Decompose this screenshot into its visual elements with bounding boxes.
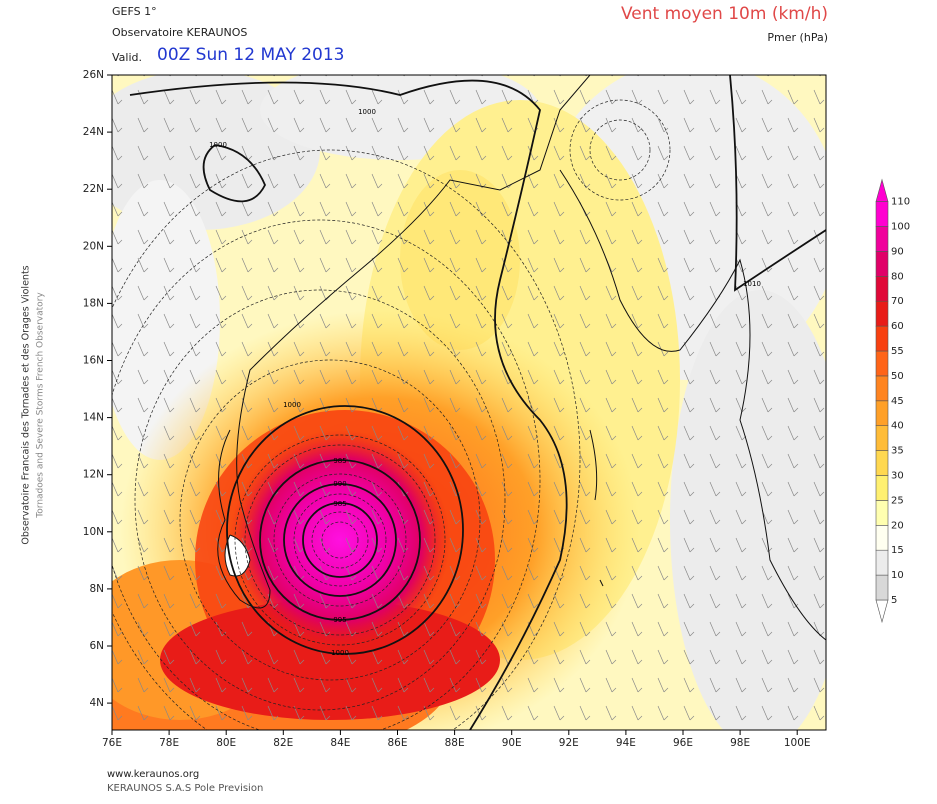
lon-label: 88E <box>445 737 465 749</box>
lon-label: 94E <box>616 737 636 749</box>
model: GEFS 1° <box>112 5 157 18</box>
colorbar-label: 110 <box>891 197 910 208</box>
colorbar-bin <box>875 375 889 402</box>
contour-label: 985 <box>333 500 346 508</box>
source: Observatoire KERAUNOS <box>112 26 247 39</box>
lon-label: 80E <box>216 737 236 749</box>
lat-label: 12N <box>83 469 104 481</box>
side-text: Observatoire Francais des Tornades et de… <box>21 265 32 544</box>
contour-label: 995 <box>333 616 346 624</box>
contour-label: 1000 <box>283 401 301 409</box>
colorbar-label: 30 <box>891 471 904 482</box>
lat-label: 26N <box>83 69 104 81</box>
field-title: Vent moyen 10m (km/h) <box>621 4 828 24</box>
contour-label: 1010 <box>743 280 761 288</box>
colorbar-bin <box>875 275 889 302</box>
lon-label: 82E <box>273 737 293 749</box>
colorbar-label: 45 <box>891 396 904 407</box>
lon-label: 78E <box>159 737 179 749</box>
colorbar-bin <box>875 325 889 352</box>
contour-label: 990 <box>333 480 346 488</box>
colorbar-bin <box>875 425 889 451</box>
map <box>112 75 826 730</box>
side-text: Tornadoes and Severe Storms French Obser… <box>36 292 46 519</box>
colorbar-bin <box>875 524 889 551</box>
colorbar-bin <box>875 400 889 426</box>
colorbar-end <box>875 599 889 624</box>
colorbar-bin <box>875 500 889 526</box>
contour-label: 1000 <box>209 141 227 149</box>
lon-label: 100E <box>784 737 811 749</box>
map-frame <box>111 74 827 731</box>
lon-label: 76E <box>102 737 122 749</box>
lon-label: 96E <box>673 737 693 749</box>
colorbar-bin <box>875 475 889 501</box>
colorbar-label: 5 <box>891 595 897 606</box>
lat-label: 6N <box>89 640 104 652</box>
colorbar-end <box>875 178 889 202</box>
colorbar-label: 90 <box>891 246 904 257</box>
colorbar-bin <box>875 574 889 601</box>
colorbar-label: 35 <box>891 446 904 457</box>
lat-label: 18N <box>83 297 104 309</box>
colorbar-label: 55 <box>891 346 904 357</box>
colorbar-label: 20 <box>891 520 904 531</box>
contour-label: 1000 <box>358 108 376 116</box>
colorbar-label: 70 <box>891 296 904 307</box>
lon-label: 92E <box>559 737 579 749</box>
footer: KERAUNOS S.A.S Pole Prevision <box>107 783 263 794</box>
lon-label: 84E <box>330 737 350 749</box>
colorbar-bin <box>875 300 889 327</box>
colorbar-bin <box>875 450 889 476</box>
colorbar-label: 100 <box>891 222 910 233</box>
lon-label: 90E <box>502 737 522 749</box>
contour-title: Pmer (hPa) <box>767 31 828 44</box>
colorbar-label: 25 <box>891 495 904 506</box>
colorbar-bin <box>875 251 889 277</box>
colorbar-label: 50 <box>891 371 904 382</box>
lat-label: 16N <box>83 355 104 367</box>
colorbar-bin <box>875 549 889 576</box>
valid-time: 00Z Sun 12 MAY 2013 <box>157 45 345 65</box>
colorbar-label: 15 <box>891 545 904 556</box>
lat-label: 14N <box>83 412 104 424</box>
colorbar-bin <box>875 201 889 227</box>
footer: www.keraunos.org <box>107 769 199 780</box>
colorbar-bin <box>875 350 889 377</box>
valid-label: Valid. <box>112 51 142 64</box>
lat-label: 22N <box>83 183 104 195</box>
lat-label: 4N <box>89 697 104 709</box>
lon-label: 86E <box>388 737 408 749</box>
lat-label: 24N <box>83 126 104 138</box>
lat-label: 20N <box>83 240 104 252</box>
colorbar-label: 80 <box>891 271 904 282</box>
colorbar-label: 60 <box>891 321 904 332</box>
colorbar-label: 40 <box>891 421 904 432</box>
lat-label: 10N <box>83 526 104 538</box>
lat-label: 8N <box>89 583 104 595</box>
contour-label: 985 <box>333 457 346 465</box>
contour-label: 1000 <box>331 649 349 657</box>
colorbar-bin <box>875 226 889 252</box>
colorbar-label: 10 <box>891 570 904 581</box>
lon-label: 98E <box>730 737 750 749</box>
